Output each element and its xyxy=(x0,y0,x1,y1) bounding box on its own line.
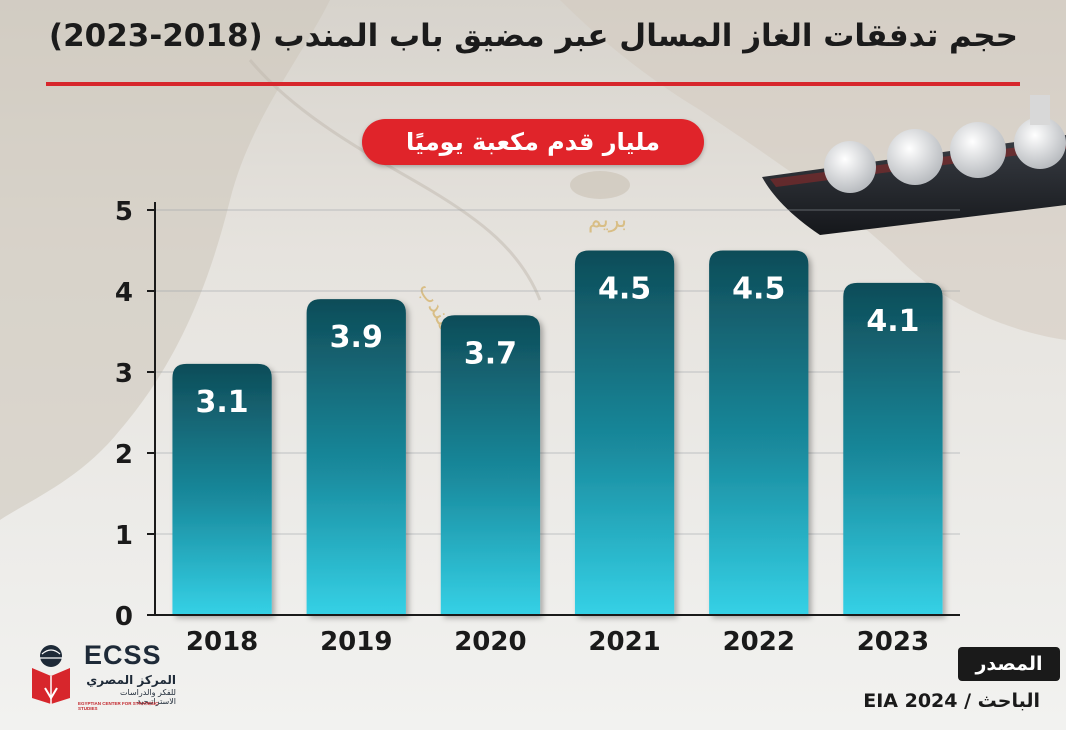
bar-2018 xyxy=(172,363,272,615)
bar-2023 xyxy=(843,282,943,615)
chart-title: حجم تدفقات الغاز المسال عبر مضيق باب الم… xyxy=(48,18,1018,54)
y-tick-label: 0 xyxy=(115,602,133,632)
x-tick-label: 2022 xyxy=(723,627,795,657)
y-tick-label: 1 xyxy=(115,521,133,551)
unit-label-pill: مليار قدم مكعبة يوميًا xyxy=(362,119,704,165)
y-tick-label: 2 xyxy=(115,440,133,470)
ecss-logo: ECSS المركز المصري للفكر والدراسات الاست… xyxy=(26,640,176,711)
bar-value-label: 4.1 xyxy=(866,304,919,339)
gridlines xyxy=(155,209,960,535)
unit-label: مليار قدم مكعبة يوميًا xyxy=(406,128,660,156)
bar-value-label: 3.7 xyxy=(464,336,517,371)
bar-value-label: 4.5 xyxy=(598,272,651,307)
bar-2022 xyxy=(709,250,809,615)
logo-acronym: ECSS xyxy=(84,640,162,670)
title-underline xyxy=(46,82,1020,86)
axes: 0 1 2 3 4 5 2018 2019 2020 2021 2022 2023 xyxy=(115,197,960,657)
bar-value-label: 3.1 xyxy=(196,385,249,420)
bar-value-label: 4.5 xyxy=(732,272,785,307)
bar-2020 xyxy=(440,315,541,615)
source-heading: المصدر xyxy=(975,653,1043,675)
x-tick-label: 2019 xyxy=(320,627,392,657)
y-tick-label: 4 xyxy=(115,278,133,308)
logo-english-name: EGYPTIAN CENTER FOR STRATEGIC STUDIES xyxy=(78,701,159,711)
logo-arabic-subtitle: للفكر والدراسات الاستراتيجية xyxy=(120,688,176,706)
logo-arabic-name: المركز المصري xyxy=(86,673,176,687)
bar-2021 xyxy=(574,250,675,615)
source-text: الباحث / EIA 2024 xyxy=(863,690,1040,712)
bar-2019 xyxy=(306,299,406,615)
x-tick-label: 2023 xyxy=(857,627,929,657)
x-tick-label: 2018 xyxy=(186,627,258,657)
x-tick-label: 2020 xyxy=(454,627,526,657)
bar-value-label: 3.9 xyxy=(330,320,383,355)
y-tick-label: 3 xyxy=(115,359,133,389)
map-label-island: بريم xyxy=(588,208,628,233)
y-tick-label: 5 xyxy=(115,197,133,227)
x-tick-label: 2021 xyxy=(588,627,660,657)
bars: 3.1 3.9 3.7 4.5 4.5 4.1 xyxy=(172,250,943,615)
ecss-emblem-icon xyxy=(32,645,70,704)
source-heading-box: المصدر xyxy=(958,647,1060,681)
